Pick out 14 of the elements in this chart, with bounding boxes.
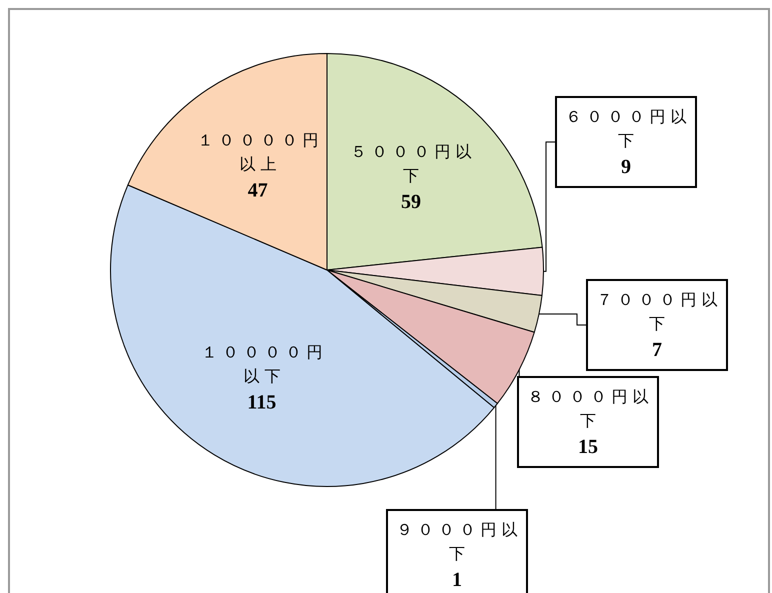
slice-label: ８０００円以下 (528, 387, 654, 430)
data-label: 1 (452, 569, 462, 592)
slice-label: ７０００円以下 (596, 290, 722, 334)
slice-label: ６０００円以下 (566, 107, 692, 150)
data-label: 59 (400, 190, 421, 213)
data-label: 7 (652, 339, 662, 362)
data-label: 9 (621, 156, 631, 178)
slice-label: １００００円以上 (197, 130, 324, 174)
slice-label: １００００円以下 (201, 342, 328, 386)
slice-label: ５０００円以下 (350, 142, 476, 185)
slice-label: ９０００円以下 (396, 520, 522, 564)
data-label: 15 (578, 436, 598, 458)
data-label: 47 (248, 179, 268, 202)
data-label: 115 (247, 391, 276, 414)
